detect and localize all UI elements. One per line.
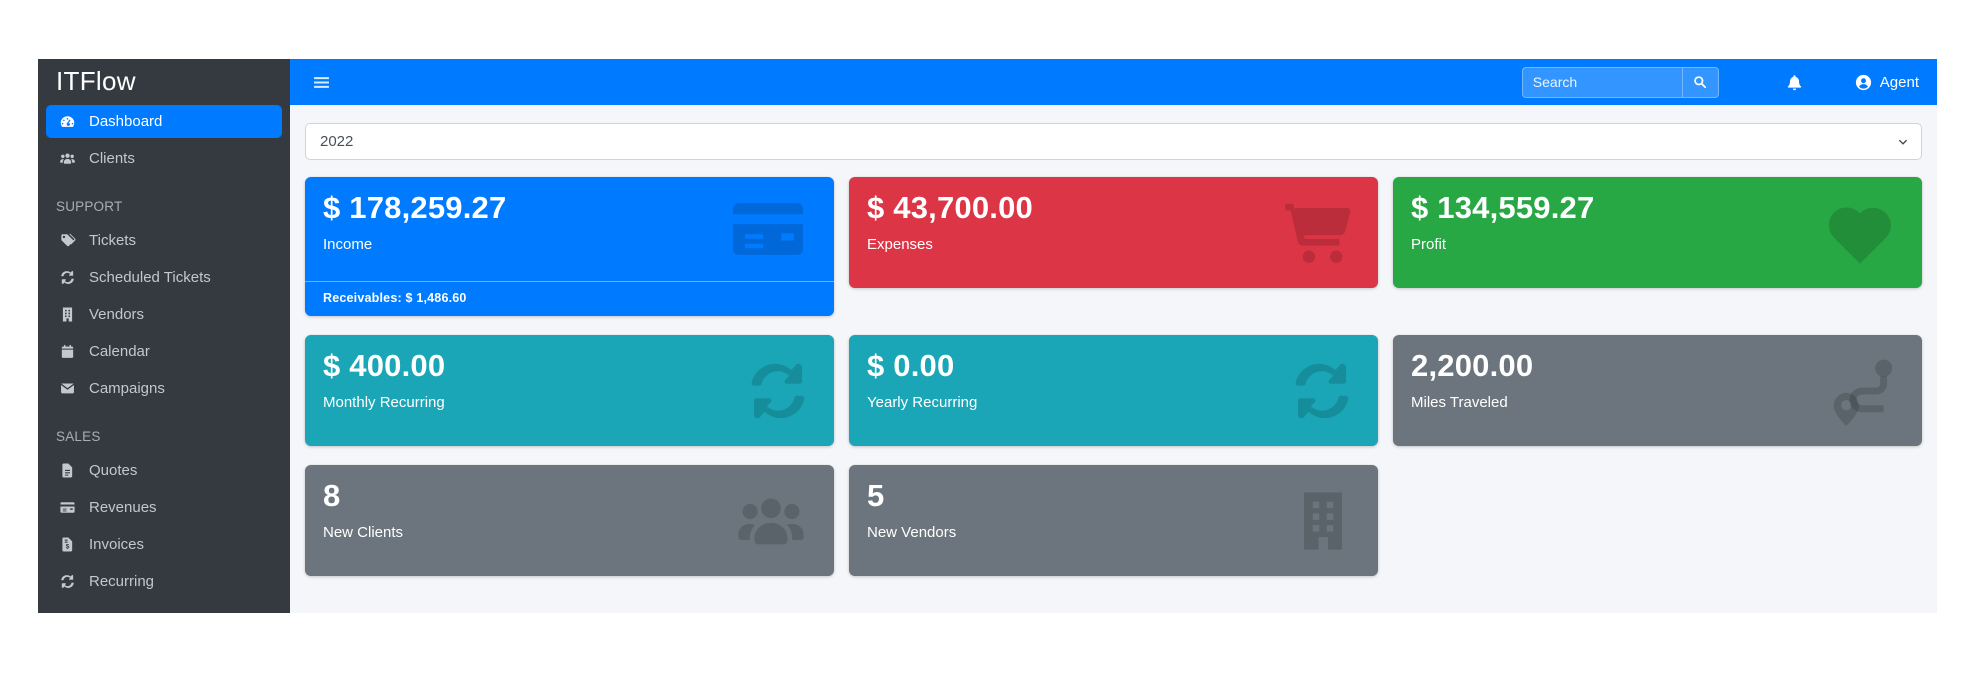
sidebar-nav: Dashboard Clients SUPPORT Tickets Schedu… <box>38 103 290 598</box>
stat-card-body: $ 400.00 Monthly Recurring <box>305 335 834 446</box>
sidebar-item-vendors[interactable]: Vendors <box>46 298 282 331</box>
stat-card-monthly-recurring[interactable]: $ 400.00 Monthly Recurring <box>305 335 834 446</box>
year-select[interactable]: 2022 <box>305 123 1922 160</box>
year-filter: 2022 <box>305 123 1922 160</box>
svg-text:$: $ <box>65 544 69 551</box>
app-window: ITFlow Dashboard Clients SUPPORT Tickets… <box>38 59 1937 613</box>
stat-card-new-vendors[interactable]: 5 New Vendors <box>849 465 1378 576</box>
bars-icon <box>311 72 332 93</box>
dashboard-content: 2022 $ 178,259.27 Income Receivables: $ … <box>290 105 1937 613</box>
user-circle-icon <box>1854 73 1873 92</box>
calendar-icon <box>55 343 79 360</box>
stat-card-miles-traveled[interactable]: 2,200.00 Miles Traveled <box>1393 335 1922 446</box>
sidebar-item-clients[interactable]: Clients <box>46 142 282 175</box>
stat-label: Profit <box>1411 235 1447 253</box>
sidebar-item-calendar[interactable]: Calendar <box>46 335 282 368</box>
notifications-button[interactable] <box>1781 69 1808 96</box>
stat-card-income[interactable]: $ 178,259.27 Income Receivables: $ 1,486… <box>305 177 834 316</box>
top-navbar: Agent <box>290 59 1937 105</box>
building-icon <box>55 306 79 323</box>
stat-value: $ 134,559.27 <box>1411 190 1595 225</box>
stat-card-body: 2,200.00 Miles Traveled <box>1393 335 1922 446</box>
search-button[interactable] <box>1681 66 1719 98</box>
sidebar-item-label: Recurring <box>89 573 155 590</box>
stat-card-footer: Receivables: $ 1,486.60 <box>305 281 834 316</box>
stat-value: 8 <box>323 478 341 513</box>
stat-card-yearly-recurring[interactable]: $ 0.00 Yearly Recurring <box>849 335 1378 446</box>
stat-label: Expenses <box>867 235 933 253</box>
stat-card-body: $ 134,559.27 Profit <box>1393 177 1922 288</box>
sidebar-item-label: Dashboard <box>89 113 163 130</box>
sidebar-section-support: SUPPORT <box>56 199 123 214</box>
user-menu[interactable]: Agent <box>1854 73 1919 92</box>
stat-value: $ 178,259.27 <box>323 190 507 225</box>
sync-icon <box>55 269 79 286</box>
sidebar-toggle-button[interactable] <box>307 68 336 97</box>
sidebar-item-revenues[interactable]: Revenues <box>46 491 282 524</box>
stat-label: Miles Traveled <box>1411 393 1508 411</box>
brand-logo[interactable]: ITFlow <box>56 65 136 96</box>
stat-card-body: 5 New Vendors <box>849 465 1378 576</box>
stat-card-body: $ 178,259.27 Income <box>305 177 834 281</box>
main-area: Agent 2022 $ 178,259.27 Income Receivabl… <box>290 59 1937 613</box>
search-icon <box>1692 74 1708 90</box>
search-input[interactable] <box>1521 66 1682 98</box>
navbar-search <box>1521 66 1719 98</box>
stat-value: $ 43,700.00 <box>867 190 1033 225</box>
credit-card-icon <box>55 499 79 516</box>
sidebar-item-dashboard[interactable]: Dashboard <box>46 105 282 138</box>
gauge-icon <box>55 113 79 130</box>
stat-card-new-clients[interactable]: 8 New Clients <box>305 465 834 576</box>
stat-card-body: 8 New Clients <box>305 465 834 576</box>
stat-label: Monthly Recurring <box>323 393 445 411</box>
sidebar-item-label: Scheduled Tickets <box>89 269 211 286</box>
bell-icon <box>1785 73 1804 92</box>
sidebar-item-quotes[interactable]: Quotes <box>46 454 282 487</box>
sidebar-item-label: Tickets <box>89 232 136 249</box>
invoice-icon: $ <box>55 536 79 553</box>
sidebar-item-tickets[interactable]: Tickets <box>46 224 282 257</box>
sidebar-item-label: Quotes <box>89 462 138 479</box>
sidebar-item-invoices[interactable]: $ Invoices <box>46 528 282 561</box>
stat-value: $ 0.00 <box>867 348 955 383</box>
users-icon <box>55 150 79 167</box>
stat-card-body: $ 43,700.00 Expenses <box>849 177 1378 288</box>
stat-card-profit[interactable]: $ 134,559.27 Profit <box>1393 177 1922 288</box>
stat-value: $ 400.00 <box>323 348 446 383</box>
user-label: Agent <box>1879 73 1919 91</box>
stat-cards-grid: $ 178,259.27 Income Receivables: $ 1,486… <box>305 177 1922 576</box>
file-icon <box>55 462 79 479</box>
sidebar-item-recurring[interactable]: Recurring <box>46 565 282 598</box>
sidebar-item-label: Clients <box>89 150 135 167</box>
sync-icon <box>55 573 79 590</box>
sidebar-item-label: Revenues <box>89 499 157 516</box>
stat-label: New Clients <box>323 523 404 541</box>
sidebar-item-label: Calendar <box>89 343 150 360</box>
sidebar: ITFlow Dashboard Clients SUPPORT Tickets… <box>38 59 290 613</box>
sidebar-item-campaigns[interactable]: Campaigns <box>46 372 282 405</box>
stat-label: Yearly Recurring <box>867 393 978 411</box>
sidebar-item-scheduled-tickets[interactable]: Scheduled Tickets <box>46 261 282 294</box>
stat-card-expenses[interactable]: $ 43,700.00 Expenses <box>849 177 1378 288</box>
sidebar-item-label: Vendors <box>89 306 145 323</box>
sidebar-item-label: Campaigns <box>89 380 165 397</box>
stat-label: New Vendors <box>867 523 957 541</box>
sidebar-item-label: Invoices <box>89 536 145 553</box>
tags-icon <box>55 232 79 249</box>
stat-value: 2,200.00 <box>1411 348 1534 383</box>
envelope-icon <box>55 380 79 397</box>
stat-value: 5 <box>867 478 885 513</box>
stat-label: Income <box>323 235 373 253</box>
sidebar-section-sales: SALES <box>56 429 101 444</box>
stat-card-body: $ 0.00 Yearly Recurring <box>849 335 1378 446</box>
